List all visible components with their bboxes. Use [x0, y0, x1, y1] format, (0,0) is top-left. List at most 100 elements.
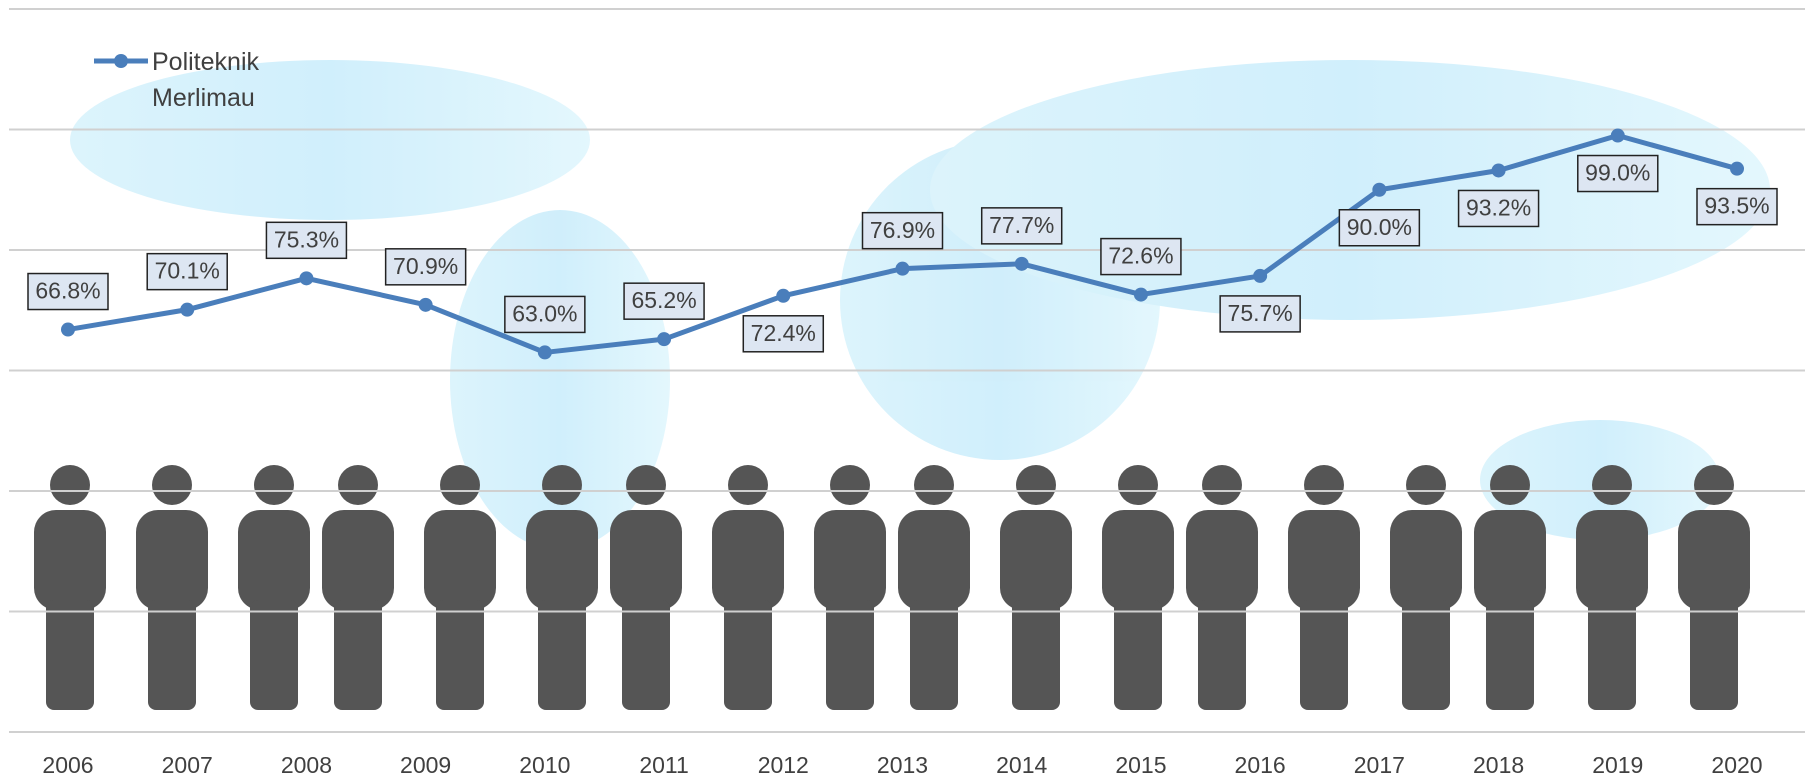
- silhouette-legs: [46, 600, 94, 710]
- silhouette-head: [1694, 465, 1734, 505]
- silhouette-body: [322, 510, 394, 610]
- silhouette-legs: [622, 600, 670, 710]
- data-label: 76.9%: [870, 217, 935, 243]
- silhouette-legs: [436, 600, 484, 710]
- silhouette-body: [136, 510, 208, 610]
- x-tick-label: 2020: [1711, 752, 1762, 778]
- silhouette-legs: [1114, 600, 1162, 710]
- silhouette-head: [626, 465, 666, 505]
- x-tick-label: 2011: [639, 752, 688, 778]
- silhouette-head: [914, 465, 954, 505]
- silhouette-head: [1202, 465, 1242, 505]
- data-label-box: [384, 248, 467, 286]
- data-label-box: [623, 282, 705, 320]
- data-label-box: [1577, 154, 1659, 193]
- silhouette-body: [526, 510, 598, 610]
- legend-label: Politeknik Merlimau: [152, 48, 259, 112]
- silhouette-body: [1000, 510, 1072, 610]
- data-label-box: [1219, 295, 1301, 333]
- x-tick-label: 2016: [1235, 752, 1286, 778]
- silhouette-body: [1102, 510, 1174, 610]
- silhouette-body: [1576, 510, 1648, 610]
- data-label-box: [27, 272, 109, 311]
- data-label: 66.8%: [35, 278, 100, 304]
- data-point: [1491, 163, 1506, 178]
- data-label-box: [504, 295, 586, 334]
- silhouette-head: [254, 465, 294, 505]
- data-label-box: [1457, 189, 1540, 228]
- silhouette-body: [1678, 510, 1750, 610]
- x-tick-label: 2018: [1473, 752, 1524, 778]
- silhouette-head: [50, 465, 90, 505]
- data-label: 72.4%: [751, 320, 816, 346]
- silhouette-body: [1186, 510, 1258, 610]
- silhouette-body: [610, 510, 682, 610]
- data-label: 70.9%: [393, 253, 458, 279]
- data-label-box: [265, 221, 348, 260]
- silhouette-body: [1288, 510, 1360, 610]
- silhouette-body: [424, 510, 496, 610]
- data-label-box: [742, 315, 825, 353]
- silhouette-legs: [1012, 600, 1060, 710]
- silhouette-head: [1304, 465, 1344, 505]
- x-tick-label: 2008: [281, 752, 332, 778]
- silhouette-head: [1406, 465, 1446, 505]
- silhouette-legs: [538, 600, 586, 710]
- silhouette-head: [542, 465, 582, 505]
- silhouette-head: [830, 465, 870, 505]
- silhouette-body: [1474, 510, 1546, 610]
- silhouette-body: [814, 510, 886, 610]
- x-tick-label: 2015: [1115, 752, 1166, 778]
- silhouette-head: [440, 465, 480, 505]
- data-point: [895, 261, 910, 276]
- silhouette-legs: [826, 600, 874, 710]
- x-tick-label: 2013: [877, 752, 928, 778]
- x-tick-label: 2017: [1354, 752, 1405, 778]
- silhouette-legs: [724, 600, 772, 710]
- silhouette-legs: [1486, 600, 1534, 710]
- x-tick-label: 2009: [400, 752, 451, 778]
- x-tick-label: 2007: [162, 752, 213, 778]
- data-label: 75.7%: [1228, 300, 1293, 326]
- silhouette-head: [1490, 465, 1530, 505]
- silhouette-head: [1118, 465, 1158, 505]
- silhouette-body: [238, 510, 310, 610]
- silhouette-head: [1592, 465, 1632, 505]
- data-label: 90.0%: [1347, 214, 1412, 240]
- data-label-box: [861, 211, 944, 250]
- silhouette-body: [1390, 510, 1462, 610]
- silhouette-legs: [148, 600, 196, 710]
- data-point: [1253, 268, 1268, 283]
- silhouette-legs: [250, 600, 298, 710]
- silhouette-legs: [1198, 600, 1246, 710]
- silhouette-legs: [910, 600, 958, 710]
- data-label-box: [1338, 209, 1421, 247]
- data-point: [1730, 161, 1744, 176]
- silhouette-head: [338, 465, 378, 505]
- x-tick-label: 2014: [996, 752, 1047, 778]
- data-label: 63.0%: [512, 301, 577, 327]
- data-point: [61, 322, 75, 337]
- silhouette-legs: [1402, 600, 1450, 710]
- data-label: 99.0%: [1585, 160, 1650, 186]
- data-label-box: [146, 252, 228, 291]
- data-point: [776, 288, 791, 303]
- silhouette-body: [34, 510, 106, 610]
- data-point: [657, 332, 672, 347]
- x-tick-label: 2010: [519, 752, 570, 778]
- silhouettes: [34, 465, 1750, 710]
- data-label: 77.7%: [989, 212, 1054, 238]
- silhouette-body: [712, 510, 784, 610]
- data-point: [537, 345, 552, 360]
- data-point: [418, 297, 433, 312]
- silhouette-head: [1016, 465, 1056, 505]
- data-label-box: [1696, 187, 1778, 226]
- data-label: 65.2%: [631, 287, 696, 313]
- data-label: 75.3%: [274, 226, 339, 252]
- data-label: 93.5%: [1704, 193, 1769, 219]
- silhouette-head: [152, 465, 192, 505]
- silhouette-body: [898, 510, 970, 610]
- x-tick-label: 2012: [758, 752, 809, 778]
